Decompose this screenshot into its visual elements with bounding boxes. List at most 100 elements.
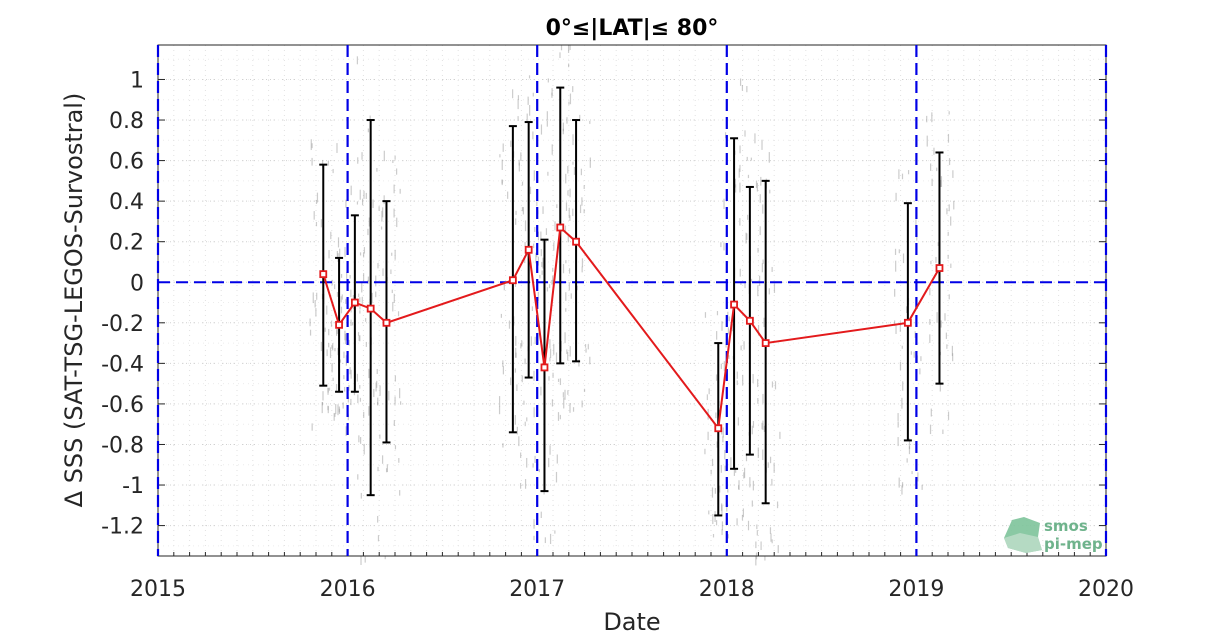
scatter-mark — [589, 356, 591, 365]
scatter-mark — [581, 197, 583, 206]
scatter-mark — [377, 466, 379, 472]
scatter-mark — [557, 412, 560, 421]
scatter-mark — [897, 437, 899, 447]
data-point — [335, 320, 343, 329]
scatter-mark — [516, 384, 518, 392]
scatter-mark — [332, 343, 334, 351]
scatter-mark — [756, 530, 758, 536]
scatter-mark — [326, 305, 328, 315]
scatter-mark — [352, 295, 355, 300]
scatter-mark — [396, 168, 398, 175]
scatter-mark — [714, 488, 716, 494]
scatter-mark — [533, 407, 535, 418]
scatter-mark — [368, 217, 370, 227]
scatter-mark — [942, 429, 944, 435]
scatter-mark — [310, 139, 312, 151]
scatter-mark — [761, 263, 763, 273]
scatter-mark — [583, 185, 585, 190]
scatter-mark — [727, 327, 729, 335]
scatter-mark — [752, 374, 754, 384]
scatter-mark — [583, 209, 585, 214]
scatter-mark — [720, 464, 722, 473]
y-axis-title: Δ SSS (SAT-TSG-LEGOS-Survostral) — [60, 93, 88, 508]
scatter-mark — [393, 293, 395, 303]
scatter-mark — [552, 372, 554, 378]
scatter-mark — [359, 384, 361, 389]
scatter-mark — [359, 189, 361, 200]
scatter-mark — [378, 206, 380, 211]
scatter-mark — [771, 381, 774, 388]
scatter-mark — [350, 289, 352, 298]
scatter-mark — [399, 188, 401, 194]
scatter-mark — [581, 258, 584, 268]
scatter-mark — [754, 133, 756, 144]
scatter-mark — [332, 168, 334, 174]
scatter-mark — [348, 339, 350, 346]
scatter-mark — [562, 263, 565, 274]
scatter-mark — [380, 226, 383, 230]
scatter-mark — [929, 424, 932, 435]
scatter-mark — [751, 425, 753, 435]
scatter-mark — [361, 281, 363, 293]
scatter-mark — [363, 411, 365, 418]
x-tick-label: 2015 — [130, 577, 186, 602]
scatter-mark — [741, 514, 744, 521]
scatter-mark — [899, 321, 901, 332]
scatter-mark — [935, 256, 937, 263]
scatter-mark — [722, 436, 724, 443]
scatter-mark — [762, 449, 764, 461]
error-bars — [319, 86, 944, 517]
scatter-mark — [357, 474, 359, 480]
scatter-mark — [716, 311, 719, 316]
scatter-mark — [712, 514, 714, 525]
scatter-mark — [394, 155, 396, 160]
scatter-mark — [921, 484, 923, 490]
scatter-mark — [548, 284, 551, 289]
scatter-mark — [569, 215, 571, 221]
scatter-mark — [311, 143, 313, 149]
scatter-mark — [337, 347, 339, 356]
logo-mark-shade-icon — [1004, 533, 1042, 553]
scatter-mark — [948, 204, 950, 212]
smos-pimep-logo: smos pi-mep — [1004, 517, 1103, 553]
scatter-mark — [745, 232, 747, 244]
data-point — [319, 270, 328, 279]
scatter-mark — [929, 319, 931, 325]
scatter-mark — [369, 115, 371, 120]
scatter-mark — [710, 469, 712, 475]
scatter-mark — [553, 242, 555, 251]
scatter-mark — [744, 130, 746, 137]
scatter-mark — [745, 453, 748, 462]
scatter-mark — [383, 195, 385, 205]
scatter-mark — [723, 198, 725, 209]
scatter-mark — [540, 249, 542, 257]
scatter-mark — [568, 282, 570, 291]
scatter-mark — [712, 533, 715, 538]
scatter-mark — [365, 341, 367, 347]
scatter-mark — [385, 468, 388, 473]
scatter-mark — [773, 283, 776, 293]
scatter-mark — [345, 298, 347, 304]
scatter-mark — [569, 45, 571, 50]
scatter-mark — [331, 345, 333, 349]
y-tick-label: 0.4 — [109, 190, 144, 215]
scatter-mark — [311, 157, 313, 166]
scatter-mark — [541, 261, 543, 268]
scatter-mark — [913, 351, 915, 358]
scatter-mark — [376, 368, 378, 374]
scatter-mark — [391, 289, 393, 294]
scatter-mark — [336, 329, 338, 336]
scatter-mark — [563, 397, 565, 409]
scatter-mark — [499, 154, 501, 158]
scatter-mark — [336, 291, 339, 297]
scatter-mark — [947, 411, 950, 420]
scatter-mark — [568, 63, 570, 68]
scatter-mark — [328, 250, 330, 259]
scatter-mark — [394, 249, 396, 260]
scatter-mark — [551, 88, 553, 96]
scatter-mark — [931, 178, 933, 186]
scatter-mark — [517, 95, 520, 100]
scatter-mark — [566, 349, 568, 354]
scatter-mark — [723, 361, 725, 372]
scatter-mark — [363, 247, 366, 254]
